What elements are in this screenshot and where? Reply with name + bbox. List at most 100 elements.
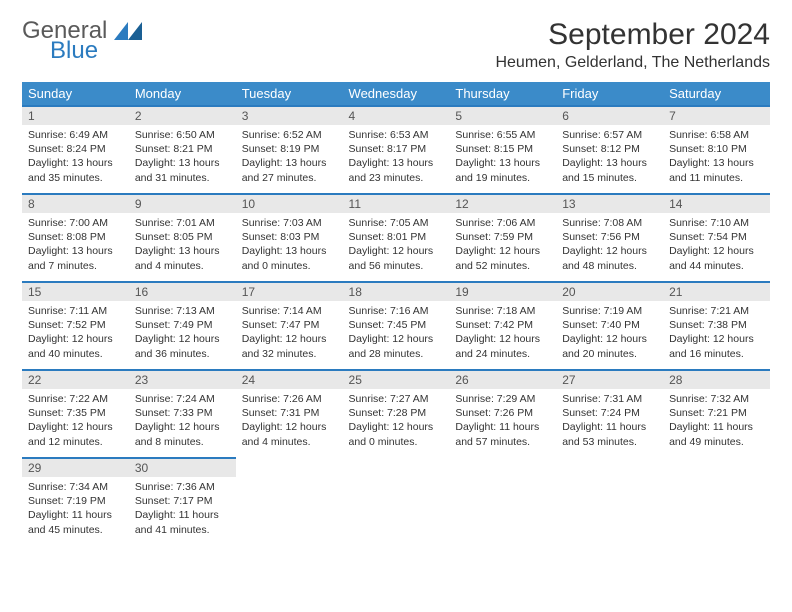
- day-body: Sunrise: 7:16 AMSunset: 7:45 PMDaylight:…: [343, 301, 450, 367]
- sunrise-text: Sunrise: 7:18 AM: [455, 304, 550, 318]
- day-number: 30: [129, 457, 236, 477]
- daylight-text: Daylight: 11 hours and 53 minutes.: [562, 420, 657, 448]
- sunrise-text: Sunrise: 7:10 AM: [669, 216, 764, 230]
- sunset-text: Sunset: 8:21 PM: [135, 142, 230, 156]
- day-body: Sunrise: 7:00 AMSunset: 8:08 PMDaylight:…: [22, 213, 129, 279]
- day-cell: 22Sunrise: 7:22 AMSunset: 7:35 PMDayligh…: [22, 369, 129, 457]
- sunset-text: Sunset: 8:17 PM: [349, 142, 444, 156]
- daylight-text: Daylight: 13 hours and 4 minutes.: [135, 244, 230, 272]
- daylight-text: Daylight: 13 hours and 35 minutes.: [28, 156, 123, 184]
- day-cell: 26Sunrise: 7:29 AMSunset: 7:26 PMDayligh…: [449, 369, 556, 457]
- sunset-text: Sunset: 7:31 PM: [242, 406, 337, 420]
- daylight-text: Daylight: 12 hours and 52 minutes.: [455, 244, 550, 272]
- day-number: 14: [663, 193, 770, 213]
- sunset-text: Sunset: 7:40 PM: [562, 318, 657, 332]
- sunset-text: Sunset: 7:45 PM: [349, 318, 444, 332]
- weekday-header: Thursday: [449, 82, 556, 105]
- sunset-text: Sunset: 8:15 PM: [455, 142, 550, 156]
- day-body: Sunrise: 7:26 AMSunset: 7:31 PMDaylight:…: [236, 389, 343, 455]
- day-cell: 23Sunrise: 7:24 AMSunset: 7:33 PMDayligh…: [129, 369, 236, 457]
- sunset-text: Sunset: 7:24 PM: [562, 406, 657, 420]
- sunrise-text: Sunrise: 7:11 AM: [28, 304, 123, 318]
- day-number: 26: [449, 369, 556, 389]
- day-body: Sunrise: 7:05 AMSunset: 8:01 PMDaylight:…: [343, 213, 450, 279]
- daylight-text: Daylight: 13 hours and 23 minutes.: [349, 156, 444, 184]
- sunrise-text: Sunrise: 7:00 AM: [28, 216, 123, 230]
- day-body: Sunrise: 7:34 AMSunset: 7:19 PMDaylight:…: [22, 477, 129, 543]
- day-cell: 8Sunrise: 7:00 AMSunset: 8:08 PMDaylight…: [22, 193, 129, 281]
- day-cell: 3Sunrise: 6:52 AMSunset: 8:19 PMDaylight…: [236, 105, 343, 193]
- day-number: 1: [22, 105, 129, 125]
- day-cell: [449, 457, 556, 545]
- day-number: 20: [556, 281, 663, 301]
- day-number: 8: [22, 193, 129, 213]
- daylight-text: Daylight: 12 hours and 28 minutes.: [349, 332, 444, 360]
- daylight-text: Daylight: 12 hours and 20 minutes.: [562, 332, 657, 360]
- day-number: 6: [556, 105, 663, 125]
- sunrise-text: Sunrise: 7:06 AM: [455, 216, 550, 230]
- day-cell: 19 Sunrise: 7:18 AMSunset: 7:42 PMDayligh…: [449, 281, 556, 369]
- daylight-text: Daylight: 13 hours and 11 minutes.: [669, 156, 764, 184]
- weekday-header: Saturday: [663, 82, 770, 105]
- day-body: Sunrise: 6:50 AMSunset: 8:21 PMDaylight:…: [129, 125, 236, 191]
- daylight-text: Daylight: 12 hours and 12 minutes.: [28, 420, 123, 448]
- day-cell: 17Sunrise: 7:14 AMSunset: 7:47 PMDayligh…: [236, 281, 343, 369]
- daylight-text: Daylight: 12 hours and 0 minutes.: [349, 420, 444, 448]
- day-cell: 20Sunrise: 7:19 AMSunset: 7:40 PMDayligh…: [556, 281, 663, 369]
- day-number: 25: [343, 369, 450, 389]
- day-cell: 21Sunrise: 7:21 AMSunset: 7:38 PMDayligh…: [663, 281, 770, 369]
- sunrise-text: Sunrise: 6:53 AM: [349, 128, 444, 142]
- sunset-text: Sunset: 7:28 PM: [349, 406, 444, 420]
- daylight-text: Daylight: 12 hours and 44 minutes.: [669, 244, 764, 272]
- daylight-text: Daylight: 11 hours and 45 minutes.: [28, 508, 123, 536]
- weekday-header: Friday: [556, 82, 663, 105]
- day-number: 22: [22, 369, 129, 389]
- weekday-header: Monday: [129, 82, 236, 105]
- sunrise-text: Sunrise: 6:52 AM: [242, 128, 337, 142]
- day-cell: 25Sunrise: 7:27 AMSunset: 7:28 PMDayligh…: [343, 369, 450, 457]
- day-cell: 4Sunrise: 6:53 AMSunset: 8:17 PMDaylight…: [343, 105, 450, 193]
- day-body: Sunrise: 7:03 AMSunset: 8:03 PMDaylight:…: [236, 213, 343, 279]
- sunrise-text: Sunrise: 7:01 AM: [135, 216, 230, 230]
- sunrise-text: Sunrise: 6:55 AM: [455, 128, 550, 142]
- sunset-text: Sunset: 7:17 PM: [135, 494, 230, 508]
- calendar-row: 22Sunrise: 7:22 AMSunset: 7:35 PMDayligh…: [22, 369, 770, 457]
- day-body: Sunrise: 7:27 AMSunset: 7:28 PMDaylight:…: [343, 389, 450, 455]
- calendar-table: Sunday Monday Tuesday Wednesday Thursday…: [22, 82, 770, 545]
- day-cell: 16Sunrise: 7:13 AMSunset: 7:49 PMDayligh…: [129, 281, 236, 369]
- sunrise-text: Sunrise: 6:50 AM: [135, 128, 230, 142]
- day-body: Sunrise: 6:52 AMSunset: 8:19 PMDaylight:…: [236, 125, 343, 191]
- sunrise-text: Sunrise: 7:22 AM: [28, 392, 123, 406]
- day-body: Sunrise: 7:24 AMSunset: 7:33 PMDaylight:…: [129, 389, 236, 455]
- sunset-text: Sunset: 8:12 PM: [562, 142, 657, 156]
- sunrise-text: Sunrise: 7:14 AM: [242, 304, 337, 318]
- day-cell: 11Sunrise: 7:05 AMSunset: 8:01 PMDayligh…: [343, 193, 450, 281]
- daylight-text: Daylight: 11 hours and 49 minutes.: [669, 420, 764, 448]
- sunrise-text: Sunrise: 7:16 AM: [349, 304, 444, 318]
- daylight-text: Daylight: 13 hours and 7 minutes.: [28, 244, 123, 272]
- day-number: 10: [236, 193, 343, 213]
- day-cell: 2Sunrise: 6:50 AMSunset: 8:21 PMDaylight…: [129, 105, 236, 193]
- sunset-text: Sunset: 7:42 PM: [455, 318, 550, 332]
- day-cell: 6Sunrise: 6:57 AMSunset: 8:12 PMDaylight…: [556, 105, 663, 193]
- sunset-text: Sunset: 7:33 PM: [135, 406, 230, 420]
- day-number: 17: [236, 281, 343, 301]
- sunrise-text: Sunrise: 7:34 AM: [28, 480, 123, 494]
- logo-triangle-icon: [114, 18, 142, 40]
- daylight-text: Daylight: 13 hours and 0 minutes.: [242, 244, 337, 272]
- day-number: 18: [343, 281, 450, 301]
- sunrise-text: Sunrise: 6:58 AM: [669, 128, 764, 142]
- weekday-header: Wednesday: [343, 82, 450, 105]
- sunrise-text: Sunrise: 7:08 AM: [562, 216, 657, 230]
- day-body: Sunrise: 7:01 AMSunset: 8:05 PMDaylight:…: [129, 213, 236, 279]
- day-number: 19: [449, 281, 556, 301]
- day-cell: 29Sunrise: 7:34 AMSunset: 7:19 PMDayligh…: [22, 457, 129, 545]
- day-cell: 7Sunrise: 6:58 AMSunset: 8:10 PMDaylight…: [663, 105, 770, 193]
- daylight-text: Daylight: 12 hours and 24 minutes.: [455, 332, 550, 360]
- day-cell: [236, 457, 343, 545]
- month-title: September 2024: [495, 18, 770, 52]
- sunrise-text: Sunrise: 7:21 AM: [669, 304, 764, 318]
- calendar-row: 15Sunrise: 7:11 AMSunset: 7:52 PMDayligh…: [22, 281, 770, 369]
- day-number: 15: [22, 281, 129, 301]
- daylight-text: Daylight: 12 hours and 16 minutes.: [669, 332, 764, 360]
